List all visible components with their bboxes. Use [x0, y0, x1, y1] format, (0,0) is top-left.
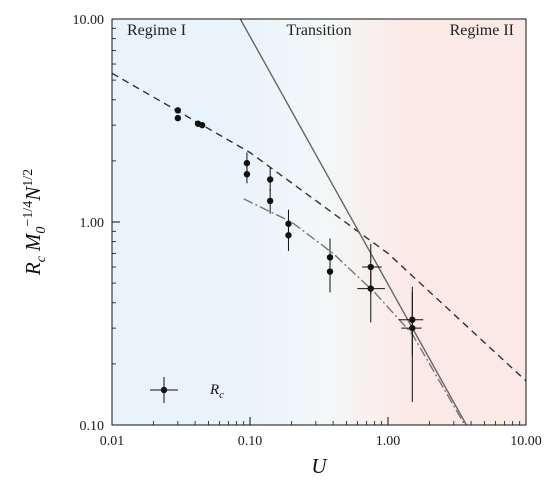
data-point — [174, 107, 182, 114]
ylabel-n-superscript: 1/2 — [21, 169, 36, 187]
point-marker — [198, 121, 206, 129]
ylabel-m-subscript: 0 — [34, 227, 49, 234]
data-point — [198, 121, 206, 129]
point-marker — [266, 197, 274, 205]
fit-line-dash-dot — [243, 198, 466, 425]
fit-line-solid — [239, 19, 468, 425]
point-marker — [243, 159, 251, 167]
fit-lines — [112, 19, 526, 425]
ylabel-n: N — [21, 186, 45, 202]
point-marker — [367, 285, 374, 292]
data-point — [266, 167, 274, 192]
y-axis-label: RcM0−1/4N1/2 — [21, 169, 49, 276]
point-marker — [266, 176, 274, 183]
y-tick-label: 0.10 — [80, 419, 105, 434]
regime-labels: Regime I Transition Regime II — [127, 22, 514, 39]
data-point — [401, 292, 422, 402]
legend-label: Rc — [209, 382, 224, 401]
ylabel-r-subscript: c — [34, 255, 49, 262]
point-marker — [285, 232, 292, 239]
legend: Rc — [150, 377, 224, 403]
point-marker — [174, 114, 182, 122]
point-marker — [326, 268, 334, 275]
data-point — [326, 250, 334, 293]
fit-line-dashed — [112, 72, 526, 382]
regime-label-1: Regime I — [127, 22, 186, 39]
plot-background — [112, 19, 526, 425]
x-tick-label: 1.00 — [376, 434, 401, 449]
ylabel-m: M — [21, 232, 45, 252]
legend-label-sub: c — [219, 389, 224, 401]
regime-label-3: Regime II — [450, 22, 514, 39]
data-point — [266, 189, 274, 214]
data-point — [285, 222, 292, 251]
x-tick-label: 0.10 — [238, 434, 263, 449]
point-marker — [409, 324, 416, 332]
legend-marker — [160, 386, 168, 394]
ylabel-r: R — [21, 262, 45, 276]
data-point — [243, 164, 251, 184]
x-tick-label: 0.01 — [100, 434, 125, 449]
legend-label-main: R — [209, 382, 219, 398]
data-point — [357, 264, 385, 323]
point-marker — [243, 170, 251, 178]
x-tick-label: 10.00 — [510, 434, 542, 449]
data-points — [174, 107, 424, 402]
data-point — [174, 114, 182, 122]
point-marker — [174, 107, 182, 114]
x-axis-label: U — [311, 454, 328, 478]
ylabel-m-superscript: −1/4 — [21, 201, 36, 227]
y-tick-label: 10.00 — [73, 13, 105, 28]
y-tick-label: 1.00 — [80, 216, 105, 231]
regime-label-2: Transition — [286, 22, 351, 39]
